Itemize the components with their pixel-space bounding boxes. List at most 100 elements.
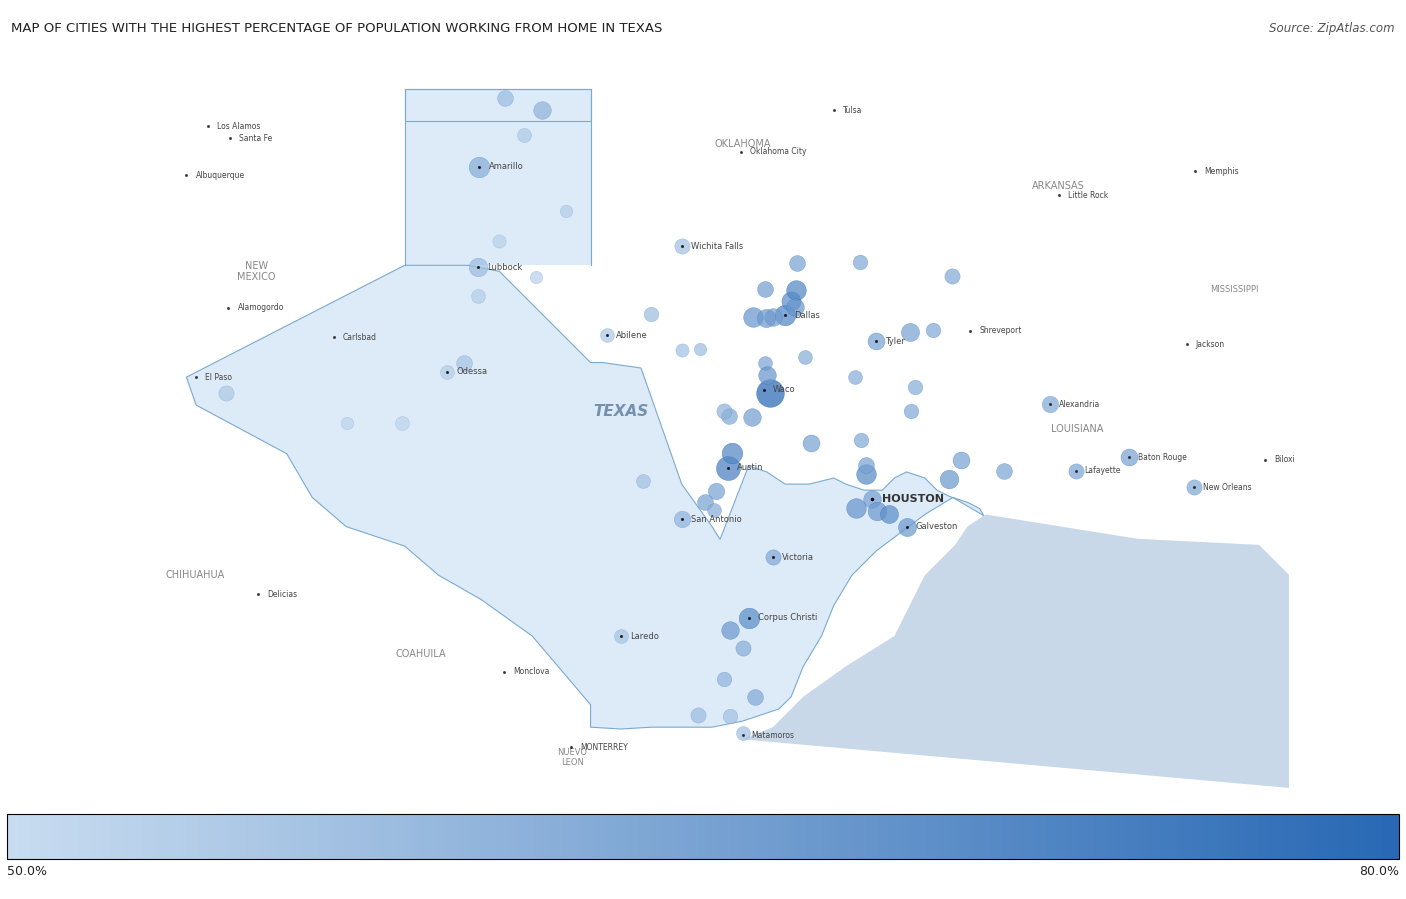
Text: Lafayette: Lafayette <box>1084 467 1121 476</box>
Text: Laredo: Laredo <box>630 631 659 640</box>
Point <box>866 503 889 518</box>
Polygon shape <box>187 265 984 729</box>
Point <box>718 409 741 423</box>
Point <box>610 628 633 643</box>
Point <box>754 281 776 296</box>
Point <box>800 436 823 450</box>
Point <box>898 325 921 339</box>
Text: Source: ZipAtlas.com: Source: ZipAtlas.com <box>1270 22 1395 35</box>
Point <box>780 293 803 307</box>
Point <box>755 310 778 325</box>
Polygon shape <box>0 454 117 800</box>
Point <box>845 502 868 516</box>
Point <box>755 368 778 382</box>
Point <box>495 91 517 105</box>
Point <box>391 416 413 431</box>
Point <box>762 310 785 325</box>
Point <box>773 308 796 323</box>
Text: New Orleans: New Orleans <box>1204 483 1251 492</box>
Text: ARKANSAS: ARKANSAS <box>1032 182 1085 191</box>
Text: Biloxi: Biloxi <box>1274 455 1295 464</box>
Point <box>849 433 872 448</box>
Polygon shape <box>405 121 591 265</box>
Text: Austin: Austin <box>737 463 763 472</box>
Text: El Paso: El Paso <box>205 372 232 382</box>
Point <box>741 310 763 325</box>
Point <box>468 160 491 174</box>
Point <box>530 103 553 118</box>
Point <box>467 289 489 303</box>
Text: Oklahoma City: Oklahoma City <box>751 147 807 156</box>
Point <box>844 370 866 385</box>
Point <box>900 404 922 418</box>
Point <box>720 446 742 460</box>
Text: MONTERREY: MONTERREY <box>581 743 628 752</box>
Point <box>488 234 510 248</box>
Point <box>762 550 785 565</box>
Point <box>941 269 963 283</box>
Point <box>1182 480 1205 494</box>
Text: Galveston: Galveston <box>915 522 957 531</box>
Point <box>993 464 1015 478</box>
Point <box>786 255 808 270</box>
Text: Baton Rouge: Baton Rouge <box>1137 453 1187 462</box>
Point <box>785 282 807 297</box>
Text: TEXAS: TEXAS <box>593 404 648 419</box>
Point <box>904 379 927 394</box>
Text: Abilene: Abilene <box>616 331 648 340</box>
Point <box>436 364 458 378</box>
Text: Lubbock: Lubbock <box>488 263 523 271</box>
Point <box>512 128 534 142</box>
Point <box>759 386 782 400</box>
Text: Santa Fe: Santa Fe <box>239 134 271 143</box>
Point <box>744 690 766 704</box>
Text: Corpus Christi: Corpus Christi <box>758 613 817 622</box>
Point <box>596 328 619 343</box>
Point <box>215 386 238 400</box>
Text: COAHUILA: COAHUILA <box>395 649 446 659</box>
Point <box>1064 464 1087 478</box>
Point <box>849 254 872 269</box>
Point <box>921 323 943 337</box>
Point <box>855 458 877 473</box>
Text: NUEVO
LEON: NUEVO LEON <box>557 748 588 767</box>
Point <box>671 343 693 358</box>
Point <box>718 708 741 723</box>
Text: Victoria: Victoria <box>782 553 814 562</box>
Polygon shape <box>405 89 591 121</box>
Point <box>737 610 759 625</box>
Point <box>688 708 710 722</box>
Point <box>741 410 763 424</box>
Text: Alamogordo: Alamogordo <box>238 303 284 312</box>
Text: Jackson: Jackson <box>1197 340 1225 349</box>
Text: Monclova: Monclova <box>513 667 550 676</box>
Text: Tulsa: Tulsa <box>844 106 863 115</box>
Text: Memphis: Memphis <box>1205 166 1239 175</box>
Text: Little Rock: Little Rock <box>1069 191 1108 200</box>
Polygon shape <box>742 514 1289 800</box>
Point <box>754 356 776 370</box>
Text: MAP OF CITIES WITH THE HIGHEST PERCENTAGE OF POPULATION WORKING FROM HOME IN TEX: MAP OF CITIES WITH THE HIGHEST PERCENTAG… <box>11 22 662 35</box>
Text: CHIHUAHUA: CHIHUAHUA <box>166 570 225 580</box>
Point <box>704 485 727 499</box>
Point <box>689 342 711 356</box>
Text: Waco: Waco <box>773 386 796 395</box>
Text: NEW
MEXICO: NEW MEXICO <box>238 261 276 282</box>
Text: Shreveport: Shreveport <box>980 326 1022 335</box>
Text: Albuquerque: Albuquerque <box>195 171 245 180</box>
Point <box>860 492 883 506</box>
Point <box>877 507 900 521</box>
Text: Amarillo: Amarillo <box>488 163 523 172</box>
Text: Dallas: Dallas <box>794 311 820 320</box>
Point <box>1118 450 1140 465</box>
Point <box>703 503 725 518</box>
Point <box>950 452 973 467</box>
Point <box>693 495 716 510</box>
Text: Los Alamos: Los Alamos <box>217 121 260 130</box>
Point <box>453 355 475 369</box>
Text: San Antonio: San Antonio <box>692 515 742 524</box>
Text: OKLAHOMA: OKLAHOMA <box>714 138 770 148</box>
Point <box>1039 397 1062 412</box>
Text: HOUSTON: HOUSTON <box>883 494 945 503</box>
Point <box>896 520 918 534</box>
